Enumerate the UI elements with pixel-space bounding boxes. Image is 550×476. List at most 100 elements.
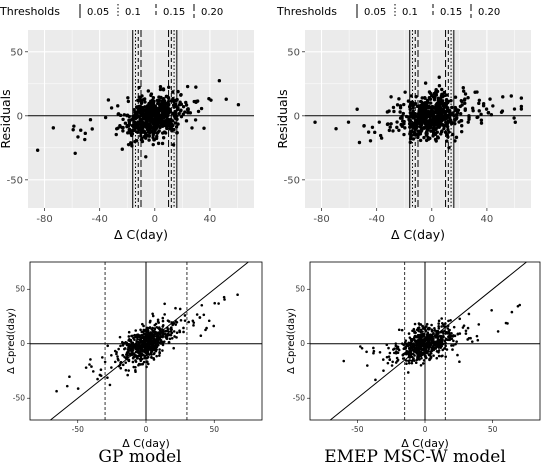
data-point [106,98,111,102]
data-point [171,90,175,94]
data-point [148,115,152,120]
y-tick-label: -50 [284,175,300,186]
data-point [460,124,464,128]
data-point [153,352,156,355]
data-point [445,348,449,351]
data-point [154,332,157,336]
data-point [397,328,401,332]
data-point [139,347,143,351]
y-axis-title: Δ Cpred(day) [286,308,297,374]
data-point [153,327,156,330]
data-point [122,113,127,117]
data-point [484,107,489,111]
data-point [447,319,450,323]
data-point [443,347,446,350]
data-point [477,101,481,106]
data-point [379,136,384,140]
data-point [439,113,444,118]
data-point [145,360,148,364]
data-point [222,295,226,299]
data-point [391,129,395,133]
data-point [151,314,155,318]
data-point [416,347,419,351]
data-point [163,121,168,126]
data-point [433,340,437,343]
data-point [450,337,454,341]
data-point [89,358,92,361]
data-point [438,97,443,101]
data-point [194,100,198,104]
data-point [389,95,393,99]
data-point [406,371,410,374]
data-point [424,115,429,120]
data-point [128,352,132,356]
data-point [164,102,168,106]
data-point [417,334,420,337]
data-point [137,335,141,339]
data-point [439,107,443,111]
data-point [457,120,461,124]
data-point [395,125,399,130]
data-point [372,349,376,353]
data-point [184,100,188,105]
data-point [426,340,430,344]
data-point [124,341,127,344]
data-point [142,324,145,328]
data-point [164,106,168,110]
data-point [430,105,434,109]
data-point [155,337,159,341]
data-point [397,348,401,352]
data-point [224,97,228,101]
data-point [374,378,377,382]
data-point [417,104,422,109]
data-point [121,129,125,133]
data-point [400,328,404,332]
data-point [410,112,415,116]
data-point [425,98,430,103]
data-point [174,323,178,326]
data-point [153,127,158,132]
data-point [170,337,174,340]
data-point [430,329,434,333]
data-point [432,130,436,135]
data-point [427,344,430,347]
data-point [442,332,445,335]
data-point [199,334,203,337]
data-point [422,359,426,362]
data-point [408,359,412,362]
data-point [121,363,125,367]
data-point [149,93,153,98]
data-point [152,331,155,334]
data-point [196,109,201,114]
x-tick-label: 0 [144,425,149,434]
data-point [113,349,117,353]
data-point [429,101,433,105]
data-point [194,85,198,89]
data-point [423,101,427,105]
data-point [334,127,338,131]
data-point [155,341,159,345]
data-point [408,342,411,346]
data-point [138,343,142,347]
data-point [516,304,520,308]
data-point [159,124,163,128]
data-point [519,96,524,100]
data-point [73,151,77,155]
data-point [142,122,146,127]
data-point [470,340,474,343]
data-point [209,98,213,102]
data-point [437,319,441,323]
data-point [459,119,464,123]
data-point [140,333,144,337]
data-point [425,131,429,136]
data-point [84,366,88,369]
data-point [499,110,504,115]
data-point [510,310,514,314]
data-point [116,355,119,358]
x-tick-label: 0 [152,214,158,225]
data-point [412,338,416,341]
data-point [365,350,368,354]
data-point [431,345,435,348]
data-point [391,105,396,110]
